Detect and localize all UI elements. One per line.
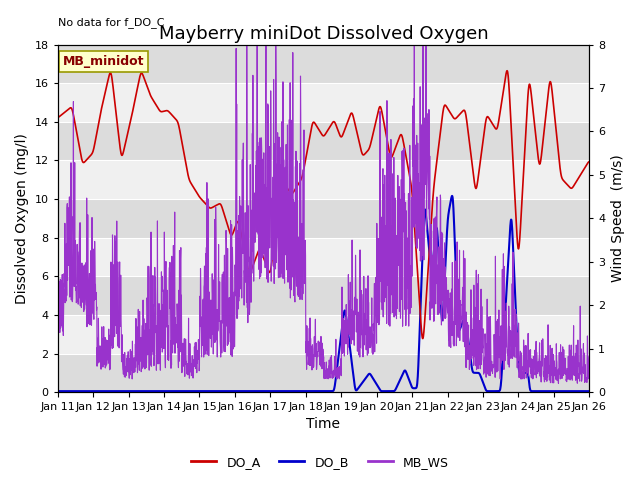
Bar (58, 45, 589, 83)
Y-axis label: Wind Speed  (m/s): Wind Speed (m/s) (611, 155, 625, 282)
Title: Mayberry miniDot Dissolved Oxygen: Mayberry miniDot Dissolved Oxygen (159, 25, 488, 43)
Legend: DO_A, DO_B, MB_WS: DO_A, DO_B, MB_WS (186, 451, 454, 474)
Y-axis label: Dissolved Oxygen (mg/l): Dissolved Oxygen (mg/l) (15, 133, 29, 304)
Bar (58, 83, 589, 122)
Bar (58, 353, 589, 392)
Bar (58, 122, 589, 160)
Text: No data for f_DO_C: No data for f_DO_C (58, 17, 164, 28)
Bar (58, 315, 589, 353)
X-axis label: Time: Time (307, 418, 340, 432)
Bar (58, 199, 589, 238)
Bar (58, 238, 589, 276)
Bar (58, 276, 589, 315)
Bar (58, 160, 589, 199)
Text: MB_minidot: MB_minidot (63, 55, 145, 68)
